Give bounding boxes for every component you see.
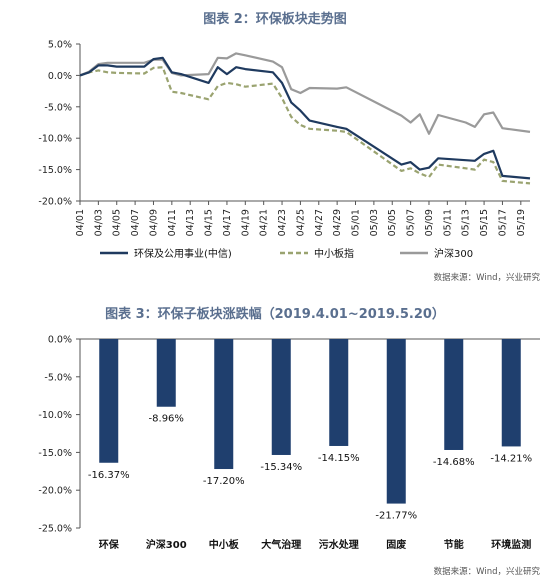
bar xyxy=(444,339,464,450)
bar-value-label: -8.96% xyxy=(149,414,184,425)
bar xyxy=(329,339,349,446)
x-tick-label: 04/19 xyxy=(240,209,251,236)
x-tick-label: 05/07 xyxy=(406,209,417,236)
x-tick-label: 05/17 xyxy=(497,209,508,236)
line-chart-title: 图表 2：环保板块走势图 xyxy=(203,12,347,27)
category-label: 环保 xyxy=(99,538,120,551)
category-label: 中小板 xyxy=(209,538,240,551)
x-tick-label: 04/13 xyxy=(185,209,196,236)
x-tick-label: 04/11 xyxy=(167,209,178,236)
x-tick-label: 04/27 xyxy=(314,209,325,236)
category-label: 环境监测 xyxy=(491,538,531,551)
x-tick-label: 04/15 xyxy=(204,209,215,236)
category-label: 大气治理 xyxy=(261,538,301,551)
y-tick-label: 5.0% xyxy=(48,40,72,51)
x-tick-label: 05/15 xyxy=(479,209,490,236)
x-tick-label: 05/03 xyxy=(369,209,380,236)
category-label: 污水处理 xyxy=(319,538,359,551)
x-tick-label: 04/01 xyxy=(75,209,86,236)
bar-value-label: -15.34% xyxy=(260,462,302,473)
bar xyxy=(386,339,406,504)
line-chart-source: 数据来源：Wind，兴业研究 xyxy=(433,273,540,283)
bar-value-label: -14.68% xyxy=(433,457,475,468)
y-tick-label: 0.0% xyxy=(48,335,72,346)
x-tick-label: 04/23 xyxy=(277,209,288,236)
x-tick-label: 05/13 xyxy=(461,209,472,236)
series-line-2 xyxy=(79,52,531,135)
x-tick-label: 05/05 xyxy=(387,209,398,236)
bar-value-label: -14.21% xyxy=(490,453,532,464)
category-label: 沪深300 xyxy=(146,538,187,551)
x-tick-label: 05/19 xyxy=(516,209,527,236)
x-tick-label: 04/25 xyxy=(295,209,306,236)
y-tick-label: -15.0% xyxy=(38,448,72,459)
bar-value-label: -17.20% xyxy=(203,476,245,487)
series-line-0 xyxy=(79,56,531,180)
y-tick-label: -20.0% xyxy=(38,197,72,208)
legend-label: 环保及公用事业(中信) xyxy=(134,247,232,260)
x-tick-label: 04/05 xyxy=(112,209,123,236)
x-tick-label: 04/09 xyxy=(148,209,159,236)
y-tick-label: -20.0% xyxy=(38,486,72,497)
bar xyxy=(271,339,291,455)
x-tick-label: 04/21 xyxy=(259,209,270,236)
x-tick-label: 04/17 xyxy=(222,209,233,236)
bar xyxy=(99,339,119,463)
y-tick-label: -10.0% xyxy=(38,410,72,421)
y-tick-label: -25.0% xyxy=(38,524,72,535)
bar-chart-source: 数据来源：Wind，兴业研究 xyxy=(433,567,540,577)
bar xyxy=(156,339,176,407)
bar xyxy=(501,339,521,447)
y-tick-label: -15.0% xyxy=(38,165,72,176)
bar-value-label: -14.15% xyxy=(318,453,360,464)
bar-chart-title: 图表 3：环保子板块涨跌幅（2019.4.01~2019.5.20） xyxy=(105,307,445,322)
category-label: 节能 xyxy=(444,538,464,551)
bar xyxy=(214,339,234,470)
category-label: 固废 xyxy=(386,538,406,551)
bar-value-label: -16.37% xyxy=(88,470,130,481)
bar-value-label: -21.77% xyxy=(375,511,417,522)
line-chart: 5.0% 0.0% -5.0% -10.0% -15.0% -20.0%04/01 04/0… xyxy=(38,40,531,260)
x-tick-label: 05/09 xyxy=(424,209,435,236)
legend-label: 沪深300 xyxy=(434,247,473,260)
x-tick-label: 05/11 xyxy=(442,209,453,236)
x-tick-label: 05/01 xyxy=(351,209,362,236)
y-tick-label: -5.0% xyxy=(44,102,72,113)
y-tick-label: 0.0% xyxy=(48,71,72,82)
bar-chart: 0.0% -5.0% -10.0% -15.0% -20.0% -25.0% -16.37%… xyxy=(38,335,540,551)
y-tick-label: -5.0% xyxy=(44,372,72,383)
x-tick-label: 04/07 xyxy=(130,209,141,236)
x-tick-label: 04/03 xyxy=(93,209,104,236)
y-tick-label: -10.0% xyxy=(38,134,72,145)
series-line-1 xyxy=(79,66,531,185)
legend-label: 中小板指 xyxy=(314,247,354,260)
x-tick-label: 04/29 xyxy=(332,209,343,236)
